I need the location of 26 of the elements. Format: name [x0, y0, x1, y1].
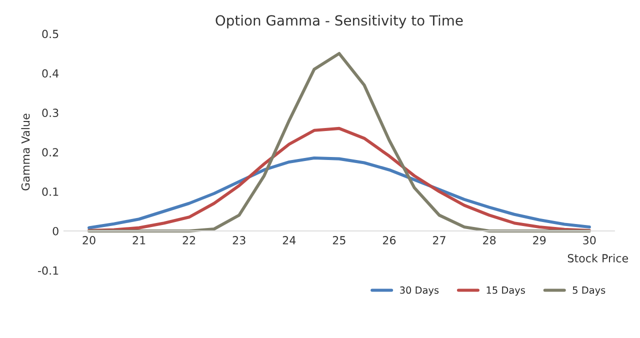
y-tick-label: 0.4 — [42, 69, 59, 78]
x-tick-label: 30 — [583, 236, 596, 244]
line-series — [87, 156, 591, 230]
y-tick-label: 0.3 — [42, 108, 58, 118]
x-tick-label: 29 — [533, 236, 546, 244]
y-tick-label: 0.1 — [42, 188, 58, 196]
legend-label: 5 Days — [572, 286, 606, 296]
x-tick-label: 26 — [382, 236, 396, 244]
x-tick-label: 22 — [182, 236, 196, 244]
x-tick-label: 24 — [282, 236, 296, 244]
x-axis-title: Stock Price — [568, 254, 628, 262]
legend-label: 30 Days — [400, 286, 439, 296]
chart-title: Option Gamma - Sensitivity to Time — [216, 14, 463, 28]
x-tick-label: 28 — [483, 236, 496, 244]
legend-label: 15 Days — [486, 286, 525, 296]
x-tick-label: 20 — [82, 236, 96, 244]
y-axis-title: Gamma Value — [21, 114, 30, 190]
x-tick-label: 23 — [232, 236, 246, 244]
line-series — [87, 52, 591, 232]
x-tick-label: 21 — [132, 236, 146, 244]
x-tick-label: 27 — [433, 236, 446, 244]
x-tick-label: 25 — [332, 236, 346, 244]
y-tick-label: 0 — [52, 226, 58, 236]
y-tick-label: -0.1 — [38, 266, 58, 275]
y-tick-label: 0.2 — [42, 148, 58, 156]
y-tick-label: 0.5 — [42, 30, 58, 38]
